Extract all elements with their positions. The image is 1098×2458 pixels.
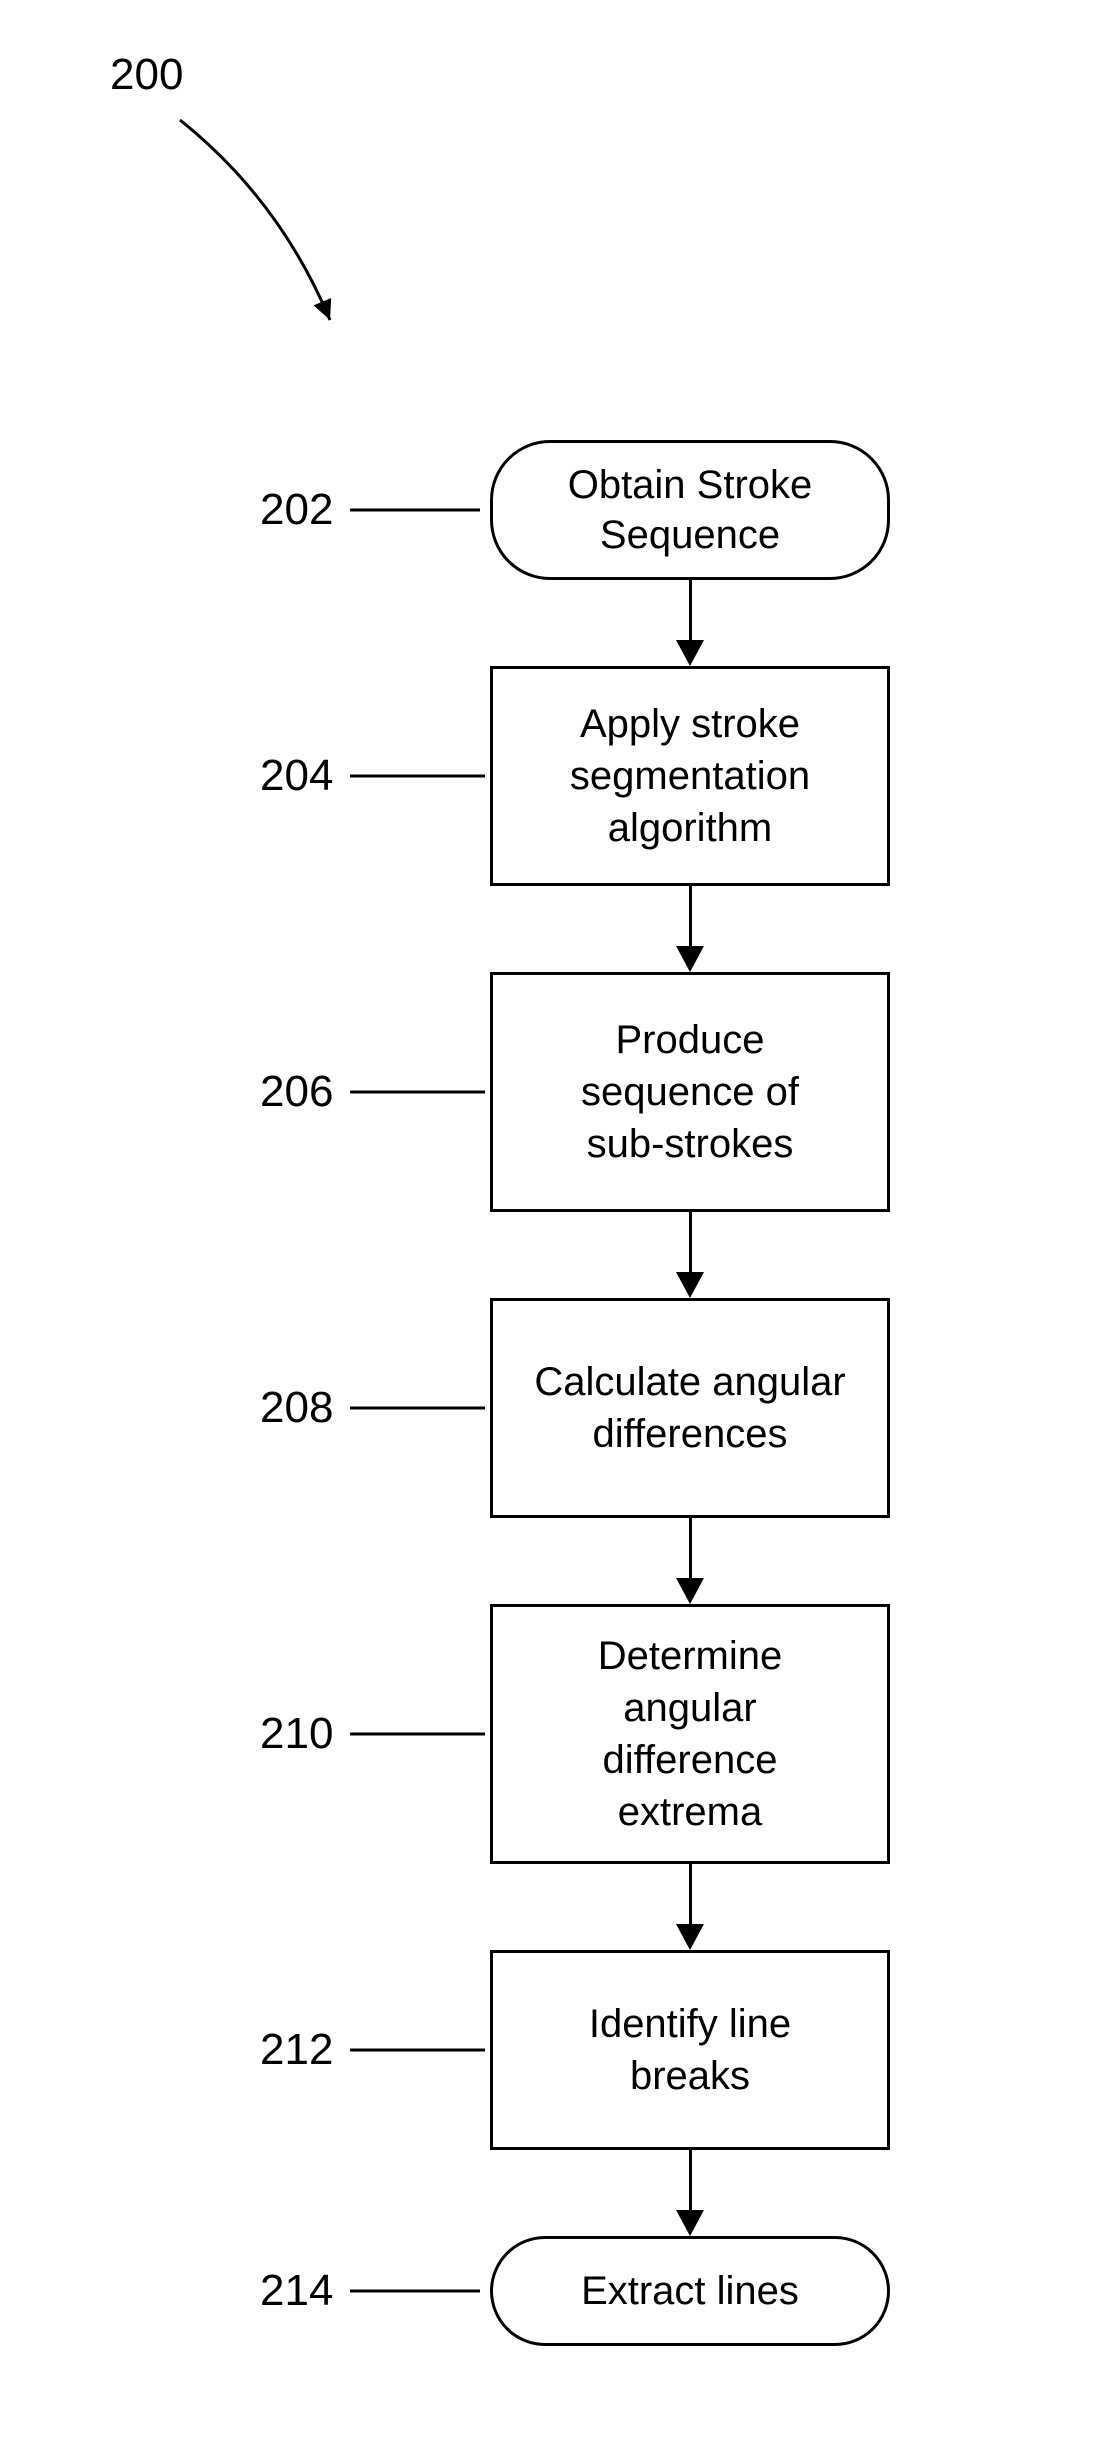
process-calculate-angular: Calculate angulardifferences	[490, 1298, 890, 1518]
ref-tick-210	[350, 1733, 485, 1736]
flow-row-204: 204 Apply strokesegmentationalgorithm	[350, 666, 1050, 886]
process-identify-line-breaks: Identify linebreaks	[490, 1950, 890, 2150]
ref-label-204: 204	[260, 751, 333, 801]
ref-label-214: 214	[260, 2266, 333, 2316]
ref-label-210: 210	[260, 1709, 333, 1759]
ref-tick-214	[350, 2290, 480, 2293]
flow-row-212: 212 Identify linebreaks	[350, 1950, 1050, 2150]
ref-label-202: 202	[260, 485, 333, 535]
node-text: Calculate angulardifferences	[534, 1356, 845, 1460]
flow-row-206: 206 Producesequence ofsub-strokes	[350, 972, 1050, 1212]
connector-line	[689, 1518, 692, 1578]
arrowhead-icon	[676, 2210, 704, 2236]
node-text: Determineangulardifferenceextrema	[598, 1630, 783, 1838]
ref-tick-204	[350, 775, 485, 778]
arrowhead-icon	[676, 640, 704, 666]
ref-tick-208	[350, 1407, 485, 1410]
node-text: Producesequence ofsub-strokes	[581, 1014, 799, 1170]
process-determine-extrema: Determineangulardifferenceextrema	[490, 1604, 890, 1864]
connector-line	[689, 2150, 692, 2210]
ref-tick-202	[350, 509, 480, 512]
connector-line	[689, 1864, 692, 1924]
ref-label-206: 206	[260, 1067, 333, 1117]
figure-pointer-arrow	[0, 0, 1098, 500]
connector-line	[689, 1212, 692, 1272]
flow-row-214: 214 Extract lines	[350, 2236, 1050, 2346]
ref-tick-212	[350, 2049, 485, 2052]
flow-row-208: 208 Calculate angulardifferences	[350, 1298, 1050, 1518]
process-apply-segmentation: Apply strokesegmentationalgorithm	[490, 666, 890, 886]
node-text: Obtain StrokeSequence	[568, 460, 813, 560]
ref-tick-206	[350, 1091, 485, 1094]
arrowhead-icon	[676, 1924, 704, 1950]
flow-row-210: 210 Determineangulardifferenceextrema	[350, 1604, 1050, 1864]
connector-line	[689, 580, 692, 640]
flowchart-container: 202 Obtain StrokeSequence 204 Apply stro…	[350, 440, 1050, 2346]
process-produce-substrokes: Producesequence ofsub-strokes	[490, 972, 890, 1212]
node-text: Apply strokesegmentationalgorithm	[570, 698, 810, 854]
ref-label-208: 208	[260, 1383, 333, 1433]
terminal-obtain-stroke-sequence: Obtain StrokeSequence	[490, 440, 890, 580]
node-text: Identify linebreaks	[589, 1998, 791, 2102]
arrowhead-icon	[676, 1272, 704, 1298]
arrowhead-icon	[676, 946, 704, 972]
node-text: Extract lines	[581, 2266, 799, 2316]
connector-line	[689, 886, 692, 946]
terminal-extract-lines: Extract lines	[490, 2236, 890, 2346]
arrowhead-icon	[676, 1578, 704, 1604]
ref-label-212: 212	[260, 2025, 333, 2075]
flow-row-202: 202 Obtain StrokeSequence	[350, 440, 1050, 580]
